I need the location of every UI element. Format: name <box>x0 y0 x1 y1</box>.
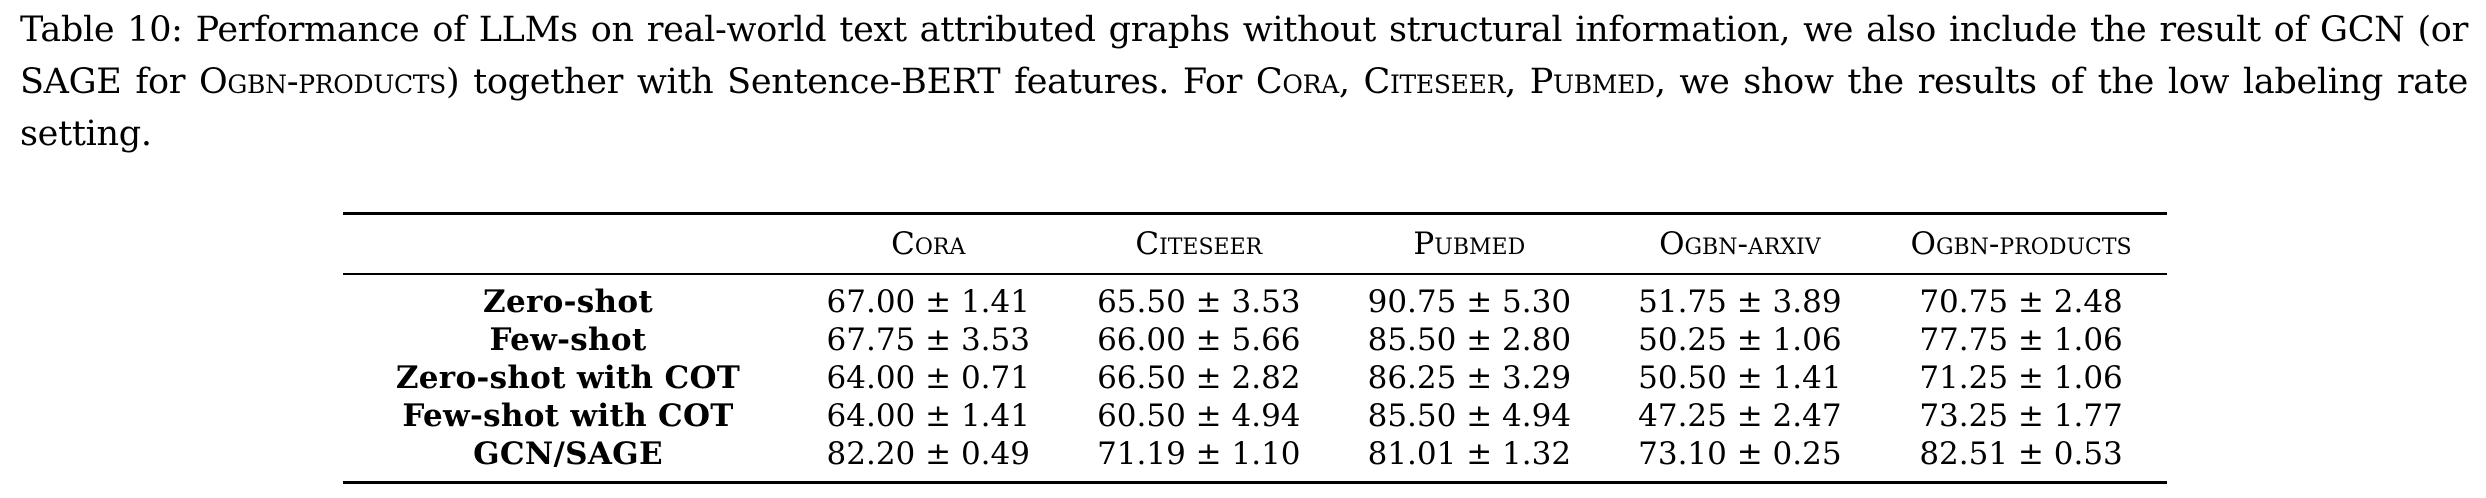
table-cell: 90.75 ± 5.30 <box>1367 284 1572 320</box>
table-cell: 85.50 ± 4.94 <box>1367 398 1572 434</box>
table-cell: 67.75 ± 3.53 <box>826 322 1030 358</box>
table-cell: 66.50 ± 2.82 <box>1097 360 1301 396</box>
table-body: Zero-shot 67.00 ± 1.41 65.50 ± 3.53 90.7… <box>343 274 2167 483</box>
table-cell: 70.75 ± 2.48 <box>1919 284 2123 320</box>
table-cell: 81.01 ± 1.32 <box>1367 436 1572 472</box>
header-method <box>343 214 793 275</box>
row-method-label: Zero-shot with COT <box>395 360 741 396</box>
header-row: Cora Citeseer Pubmed Ogbn-arxiv Ogbn-pro… <box>343 213 2167 275</box>
table-cell: 73.10 ± 0.25 <box>1638 436 1842 472</box>
table-cell: 66.00 ± 5.66 <box>1097 322 1301 358</box>
header-ogbn-products: Ogbn-products <box>1910 226 2132 262</box>
header-citeseer: Citeseer <box>1135 226 1263 262</box>
table-cell: 73.25 ± 1.77 <box>1919 398 2123 434</box>
table-header: Cora Citeseer Pubmed Ogbn-arxiv Ogbn-pro… <box>343 213 2167 275</box>
table-cell: 77.75 ± 1.06 <box>1919 322 2123 358</box>
table-cell: 64.00 ± 0.71 <box>826 360 1030 396</box>
caption-text-part2: ) together with Sentence-BERT features. … <box>446 62 1256 102</box>
table-row: Few-shot 67.75 ± 3.53 66.00 ± 5.66 85.50… <box>343 321 2167 359</box>
caption-dataset-cora: Cora <box>1255 62 1339 102</box>
table-cell: 86.25 ± 3.29 <box>1367 360 1572 396</box>
results-table-container: Cora Citeseer Pubmed Ogbn-arxiv Ogbn-pro… <box>343 212 2167 484</box>
table-row: Few-shot with COT 64.00 ± 1.41 60.50 ± 4… <box>343 397 2167 435</box>
table-cell: 65.50 ± 3.53 <box>1097 284 1301 320</box>
row-method-label: GCN/SAGE <box>473 436 663 472</box>
caption-text-part3: , we show the results of the low labelin… <box>20 62 2468 154</box>
header-cora: Cora <box>891 226 966 262</box>
row-method-label: Few-shot <box>489 322 647 358</box>
table-cell: 82.51 ± 0.53 <box>1919 436 2123 472</box>
table-cell: 60.50 ± 4.94 <box>1097 398 1301 434</box>
caption-separator-1: , <box>1338 62 1364 102</box>
row-method-label: Few-shot with COT <box>402 398 734 434</box>
table-cell: 82.20 ± 0.49 <box>826 436 1030 472</box>
table-cell: 85.50 ± 2.80 <box>1367 322 1572 358</box>
results-table: Cora Citeseer Pubmed Ogbn-arxiv Ogbn-pro… <box>343 212 2167 484</box>
caption-dataset-ogbn-products: Ogbn-products <box>198 62 447 102</box>
header-ogbn-arxiv: Ogbn-arxiv <box>1659 226 1821 262</box>
table-cell: 47.25 ± 2.47 <box>1638 398 1842 434</box>
table-cell: 71.25 ± 1.06 <box>1919 360 2123 396</box>
table-row: Zero-shot 67.00 ± 1.41 65.50 ± 3.53 90.7… <box>343 274 2167 321</box>
caption-label: Table 10: <box>20 10 183 50</box>
caption-separator-2: , <box>1505 62 1530 102</box>
table-cell: 51.75 ± 3.89 <box>1638 284 1842 320</box>
table-cell: 67.00 ± 1.41 <box>826 284 1030 320</box>
caption-dataset-pubmed: Pubmed <box>1529 62 1655 102</box>
table-cell: 71.19 ± 1.10 <box>1097 436 1301 472</box>
table-cell: 50.50 ± 1.41 <box>1638 360 1842 396</box>
row-method-label: Zero-shot <box>483 284 653 320</box>
table-row: Zero-shot with COT 64.00 ± 0.71 66.50 ± … <box>343 359 2167 397</box>
table-caption: Table 10: Performance of LLMs on real-wo… <box>20 4 2468 160</box>
caption-dataset-citeseer: Citeseer <box>1363 62 1506 102</box>
table-cell: 50.25 ± 1.06 <box>1638 322 1842 358</box>
header-pubmed: Pubmed <box>1413 226 1526 262</box>
table-cell: 64.00 ± 1.41 <box>826 398 1030 434</box>
caption-text-part1: Performance of LLMs on real-world text a… <box>20 10 2469 102</box>
table-row: GCN/SAGE 82.20 ± 0.49 71.19 ± 1.10 81.01… <box>343 435 2167 483</box>
